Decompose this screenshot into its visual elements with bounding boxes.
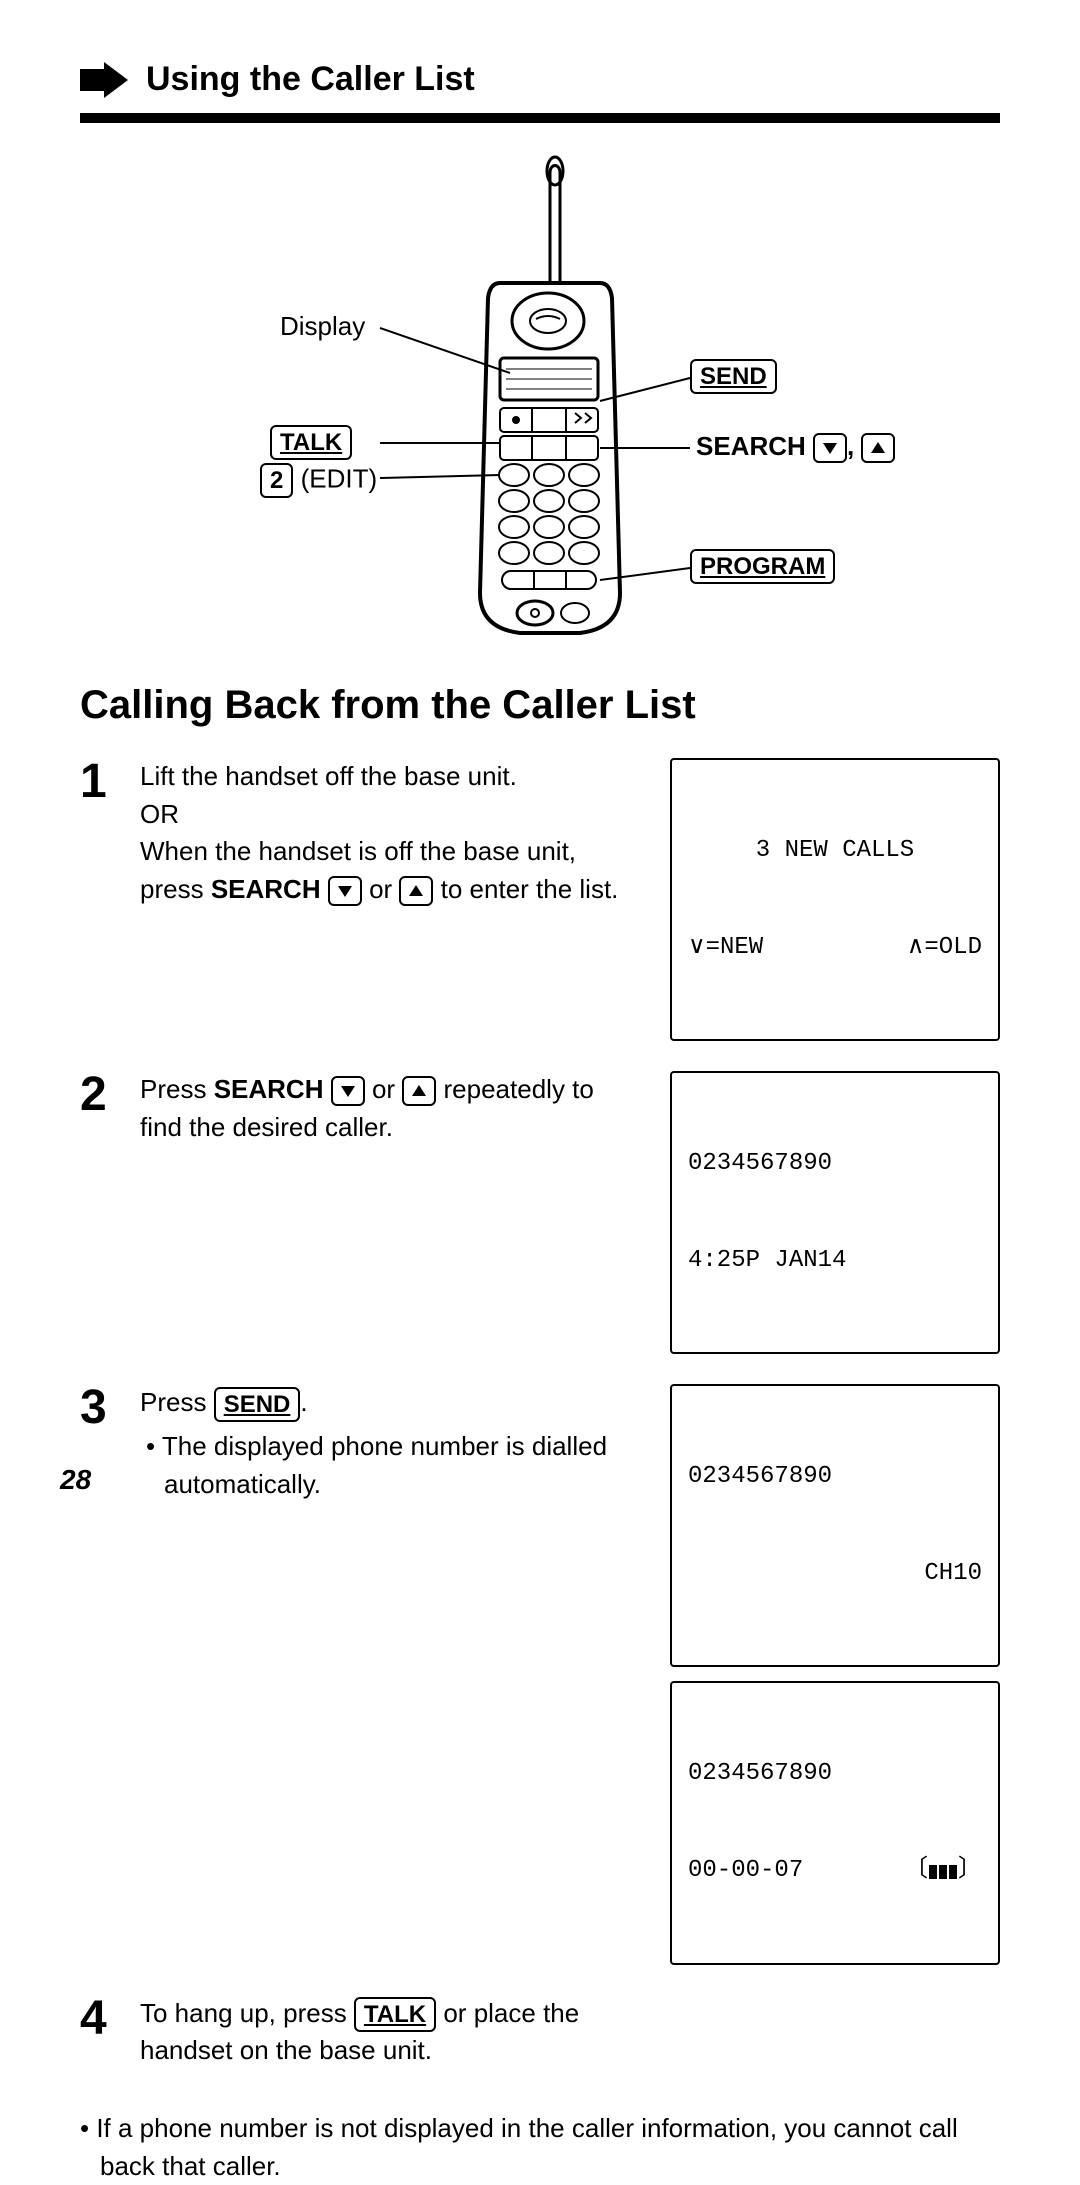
battery-icon: 〔〕: [904, 1855, 982, 1887]
lcd-display: 0234567890 00-00-07 〔〕: [670, 1681, 1000, 1964]
diagram-label-send: SEND: [690, 359, 777, 394]
lcd-text: ∧=OLD: [907, 932, 982, 964]
program-keycap: PROGRAM: [690, 549, 835, 584]
section-title: Using the Caller List: [146, 60, 475, 99]
talk-keycap: TALK: [270, 425, 352, 460]
steps-list: 1 Lift the handset off the base unit. OR…: [80, 758, 1000, 2070]
lcd-text: 00-00-07: [688, 1855, 803, 1887]
step-lcd-group: 0234567890 4:25P JAN14: [670, 1071, 1000, 1354]
search-up-icon: [399, 876, 433, 906]
search-label: SEARCH: [696, 431, 806, 461]
lcd-row: 0234567890: [688, 1148, 982, 1180]
section-header: Using the Caller List: [80, 60, 1000, 99]
diagram-label-talk: TALK: [270, 425, 352, 460]
step-line: Press SEARCH or repeatedly to: [140, 1071, 650, 1109]
lcd-row: 4:25P JAN14: [688, 1245, 982, 1277]
footnote: • If a phone number is not displayed in …: [80, 2110, 1000, 2185]
step-body: To hang up, press TALK or place the hand…: [140, 1995, 650, 2070]
edit-suffix: (EDIT): [301, 463, 378, 493]
lcd-row: 0234567890: [688, 1461, 982, 1493]
text: Press: [140, 1387, 214, 1417]
page-number: 28: [60, 1464, 91, 1496]
text: The displayed phone number is dialled au…: [162, 1431, 607, 1499]
step-line: Lift the handset off the base unit.: [140, 758, 650, 796]
arrow-right-icon: [80, 62, 128, 98]
lcd-row: 00-00-07 〔〕: [688, 1855, 982, 1887]
send-keycap: SEND: [214, 1387, 301, 1422]
text: to enter the list.: [433, 874, 618, 904]
diagram-label-search: SEARCH ,: [696, 431, 895, 463]
search-down-icon: [331, 1076, 365, 1106]
step-body: Lift the handset off the base unit. OR W…: [140, 758, 650, 909]
step-2: 2 Press SEARCH or repeatedly to find the…: [80, 1071, 1000, 1354]
step-bullet: • The displayed phone number is dialled …: [140, 1428, 650, 1503]
handset-diagram: Display TALK 2 (EDIT) SEND SEARCH , PROG…: [80, 153, 1000, 653]
subsection-title: Calling Back from the Caller List: [80, 683, 1000, 728]
search-down-icon: [813, 433, 847, 463]
search-label: SEARCH: [211, 874, 321, 904]
send-keycap: SEND: [690, 359, 777, 394]
step-line: find the desired caller.: [140, 1109, 650, 1147]
talk-keycap: TALK: [354, 1997, 436, 2032]
lcd-row: 0234567890: [688, 1758, 982, 1790]
step-number: 4: [80, 1995, 120, 2043]
text: Press: [140, 1074, 214, 1104]
step-number: 1: [80, 758, 120, 806]
text: .: [300, 1387, 307, 1417]
search-up-icon: [402, 1076, 436, 1106]
step-body: Press SEARCH or repeatedly to find the d…: [140, 1071, 650, 1146]
text: repeatedly to: [436, 1074, 594, 1104]
lcd-row: ∨=NEW ∧=OLD: [688, 932, 982, 964]
step-1: 1 Lift the handset off the base unit. OR…: [80, 758, 1000, 1041]
step-line: Press SEND.: [140, 1384, 650, 1422]
text: press: [140, 874, 211, 904]
step-4: 4 To hang up, press TALK or place the ha…: [80, 1995, 1000, 2070]
text: To hang up, press: [140, 1998, 354, 2028]
step-lcd-group: 3 NEW CALLS ∨=NEW ∧=OLD: [670, 758, 1000, 1041]
text: If a phone number is not displayed in th…: [96, 2113, 957, 2181]
diagram-label-program: PROGRAM: [690, 549, 835, 584]
step-body: Press SEND. • The displayed phone number…: [140, 1384, 650, 1503]
search-up-icon: [861, 433, 895, 463]
step-lcd-group: 0234567890 CH10 0234567890 00-00-07 〔〕: [670, 1384, 1000, 1964]
lcd-text: ∨=NEW: [688, 932, 763, 964]
step-number: 2: [80, 1071, 120, 1119]
step-line: press SEARCH or to enter the list.: [140, 871, 650, 909]
two-keycap: 2: [260, 463, 293, 498]
step-number: 3: [80, 1384, 120, 1432]
step-line: When the handset is off the base unit,: [140, 833, 650, 871]
lcd-display: 0234567890 4:25P JAN14: [670, 1071, 1000, 1354]
lcd-text: CH10: [924, 1558, 982, 1590]
search-label: SEARCH: [214, 1074, 324, 1104]
lcd-row: 3 NEW CALLS: [688, 835, 982, 867]
step-3: 3 Press SEND. • The displayed phone numb…: [80, 1384, 1000, 1964]
lcd-row: CH10: [688, 1558, 982, 1590]
lcd-display: 3 NEW CALLS ∨=NEW ∧=OLD: [670, 758, 1000, 1041]
diagram-label-edit: 2 (EDIT): [260, 463, 377, 498]
diagram-label-display: Display: [280, 311, 365, 342]
horizontal-rule: [80, 113, 1000, 123]
search-down-icon: [328, 876, 362, 906]
step-or: OR: [140, 796, 650, 834]
